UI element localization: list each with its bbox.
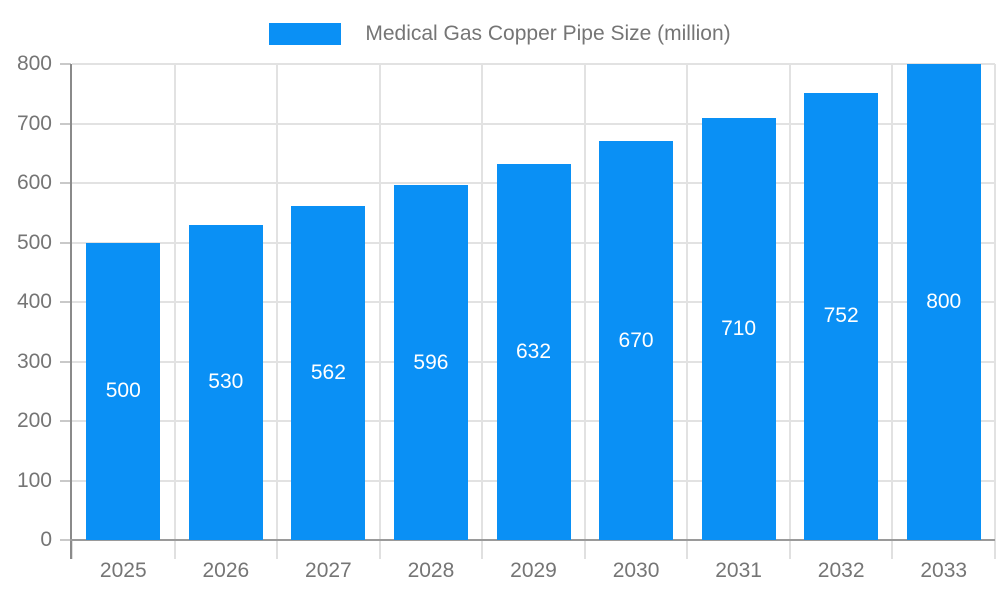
bar-2028[interactable]: 596 bbox=[393, 185, 468, 540]
y-tick-label: 600 bbox=[16, 171, 52, 194]
x-tick-label-2028: 2028 bbox=[407, 559, 455, 582]
bar-value-label: 562 bbox=[310, 360, 346, 384]
bar-2027[interactable]: 562 bbox=[291, 205, 366, 540]
bar-2026[interactable]: 530 bbox=[188, 224, 263, 540]
x-axis-tick bbox=[788, 540, 791, 559]
x-axis-tick bbox=[686, 540, 689, 559]
y-gridline bbox=[72, 63, 995, 65]
bar-value-label: 530 bbox=[208, 370, 244, 394]
bar-2025[interactable]: 500 bbox=[86, 242, 161, 540]
x-axis-tick bbox=[71, 540, 73, 559]
x-axis-tick bbox=[583, 540, 586, 559]
x-axis-tick bbox=[481, 540, 484, 559]
x-tick-label-2029: 2029 bbox=[510, 559, 557, 582]
y-tick-label: 500 bbox=[16, 230, 52, 254]
bar-value-label: 710 bbox=[721, 316, 757, 340]
bar-value-label: 632 bbox=[515, 339, 552, 363]
y-tick-label: 300 bbox=[16, 349, 52, 373]
x-gridline bbox=[481, 64, 484, 540]
y-axis-line bbox=[70, 64, 72, 559]
y-tick-label: 200 bbox=[16, 409, 52, 432]
bar-value-label: 752 bbox=[823, 304, 859, 328]
y-axis-tick bbox=[60, 241, 71, 244]
bar-2029[interactable]: 632 bbox=[496, 163, 571, 540]
x-gridline bbox=[686, 64, 689, 540]
y-gridline bbox=[72, 122, 995, 125]
x-axis-tick bbox=[276, 540, 279, 559]
y-axis-tick bbox=[60, 539, 71, 541]
y-axis-tick bbox=[60, 479, 71, 482]
x-axis-tick bbox=[994, 540, 996, 559]
x-tick-label-2031: 2031 bbox=[715, 559, 762, 582]
bar-value-label: 670 bbox=[618, 328, 654, 352]
bar-2033[interactable]: 800 bbox=[906, 64, 981, 540]
x-axis-tick bbox=[173, 540, 176, 559]
x-gridline bbox=[173, 64, 176, 540]
x-gridline bbox=[276, 64, 279, 540]
legend-swatch-icon bbox=[269, 23, 342, 45]
y-tick-label: 400 bbox=[16, 290, 52, 313]
bar-2030[interactable]: 670 bbox=[599, 141, 674, 540]
x-gridline bbox=[378, 64, 381, 540]
x-axis-tick bbox=[891, 540, 894, 559]
x-tick-label-2030: 2030 bbox=[612, 559, 660, 582]
x-tick-label-2032: 2032 bbox=[817, 559, 865, 582]
y-axis-tick bbox=[60, 301, 71, 303]
y-tick-label: 0 bbox=[40, 528, 52, 551]
x-gridline bbox=[891, 64, 894, 540]
bar-value-label: 500 bbox=[105, 379, 141, 403]
x-tick-label-2033: 2033 bbox=[920, 559, 968, 582]
y-tick-label: 100 bbox=[16, 468, 52, 492]
y-axis-tick bbox=[60, 122, 71, 125]
y-axis-tick bbox=[60, 420, 71, 422]
x-axis-tick bbox=[378, 540, 381, 559]
bar-2031[interactable]: 710 bbox=[701, 117, 776, 540]
y-tick-label: 700 bbox=[16, 111, 52, 135]
x-gridline bbox=[788, 64, 791, 540]
y-axis-tick bbox=[60, 182, 71, 184]
legend-label: Medical Gas Copper Pipe Size (million) bbox=[365, 22, 731, 45]
x-axis-line bbox=[70, 539, 995, 541]
y-axis-tick bbox=[60, 360, 71, 363]
x-tick-label-2025: 2025 bbox=[99, 559, 147, 582]
x-tick-label-2026: 2026 bbox=[202, 559, 250, 582]
y-tick-label: 800 bbox=[16, 52, 52, 75]
bar-2032[interactable]: 752 bbox=[804, 92, 879, 540]
bar-value-label: 596 bbox=[413, 350, 449, 374]
x-gridline bbox=[994, 64, 996, 540]
x-tick-label-2027: 2027 bbox=[305, 559, 352, 582]
y-axis-tick bbox=[60, 63, 71, 65]
x-gridline bbox=[583, 64, 586, 540]
legend[interactable]: Medical Gas Copper Pipe Size (million) bbox=[0, 20, 1000, 48]
bar-value-label: 800 bbox=[926, 290, 962, 313]
